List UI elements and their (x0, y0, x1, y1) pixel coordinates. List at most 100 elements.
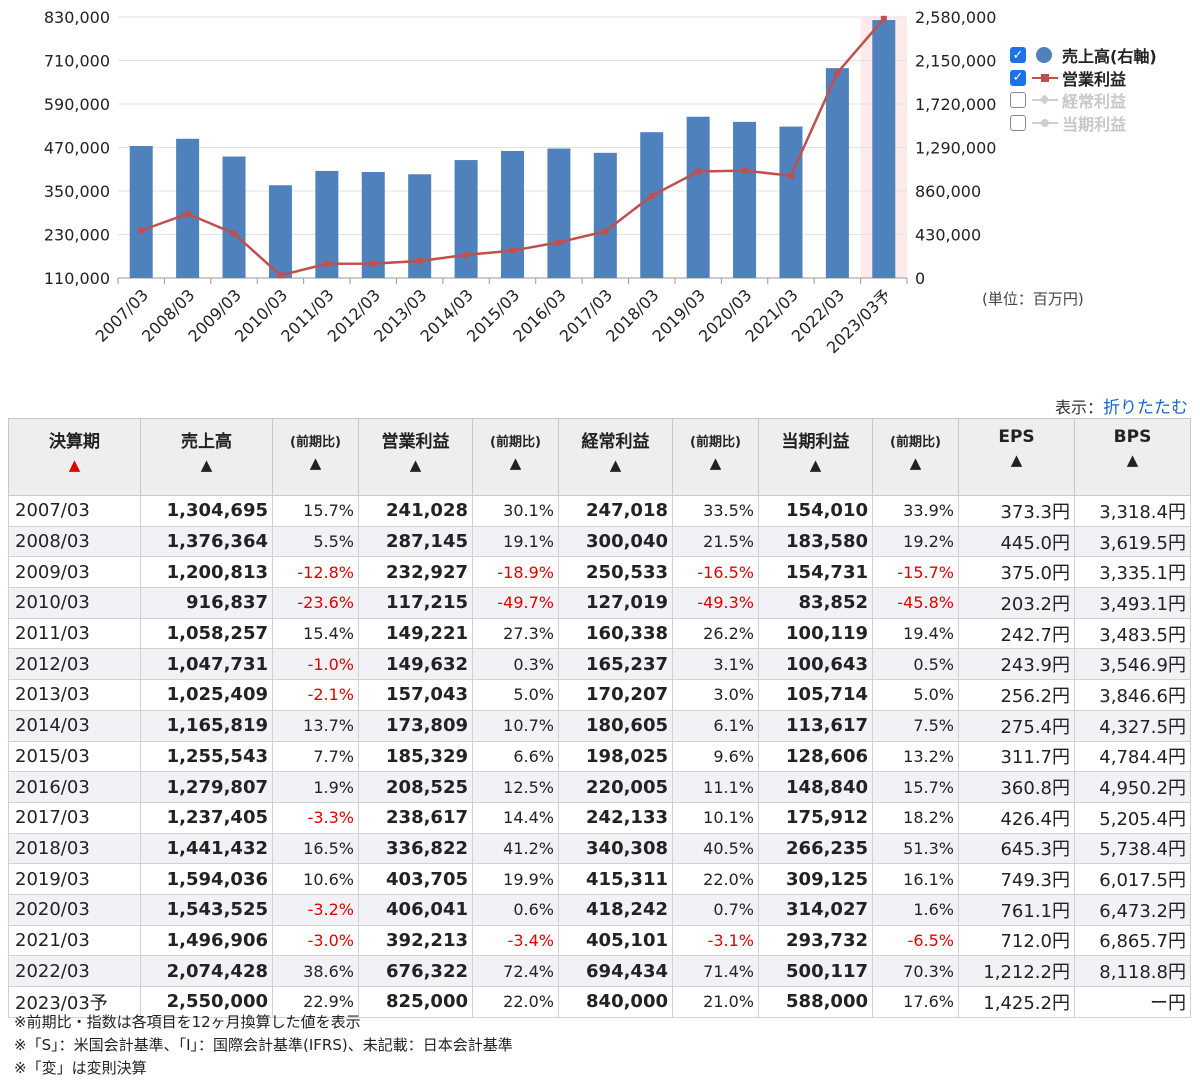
table-cell: 426.4円 (958, 801, 1075, 834)
table-cell: 242,133 (558, 801, 673, 834)
table-cell: -15.7% (872, 556, 959, 589)
operating-profit-point (277, 272, 284, 279)
legend-item-operating-profit[interactable]: ✓ 営業利益 (1010, 67, 1157, 90)
sort-arrow-icon[interactable]: ▲ (809, 456, 822, 474)
table-cell: 1,376,364 (140, 525, 273, 558)
table-cell: 0.7% (672, 893, 759, 926)
sort-arrow-icon[interactable]: ▲ (1010, 451, 1023, 469)
table-cell: 232,927 (358, 556, 473, 589)
legend-checkbox-revenue[interactable]: ✓ (1010, 47, 1026, 64)
table-row: 2015/03 1,255,543 7.7% 185,329 6.6% 198,025 9.… (8, 740, 1191, 773)
table-cell: 4,950.2円 (1074, 771, 1191, 803)
table-cell: 3,546.9円 (1074, 648, 1191, 681)
table-row: 2007/03 1,304,695 15.7% 241,028 30.1% 247,018… (8, 495, 1191, 527)
footnote: ※「S」：米国会計基準、「I」：国際会計基準(IFRS)、未記載：日本会計基準 (14, 1036, 513, 1054)
table-cell: 1,047,731 (140, 648, 273, 681)
column-header-label: 当期利益 (781, 432, 850, 452)
footnote: ※「変」は変則決算 (14, 1059, 147, 1077)
table-cell: -16.5% (672, 556, 759, 589)
column-header[interactable]: 経常利益 ▲ (558, 418, 673, 496)
sort-arrow-icon[interactable]: ▲ (909, 454, 922, 472)
sort-arrow-icon[interactable]: ▲ (68, 456, 81, 474)
left-axis-tick-label: 710,000 (44, 52, 110, 71)
column-header[interactable]: BPS ▲ (1074, 418, 1191, 496)
column-header[interactable]: (前期比) ▲ (272, 418, 359, 496)
table-cell: 5.0% (472, 679, 559, 711)
column-header[interactable]: EPS ▲ (958, 418, 1075, 496)
period-cell: 2021/03 (8, 924, 141, 957)
column-header-label: (前期比) (890, 435, 941, 450)
table-cell: 415,311 (558, 863, 673, 895)
legend-item-revenue[interactable]: ✓ 売上高(右軸) (1010, 44, 1157, 67)
table-cell: 314,027 (758, 893, 873, 926)
table-cell: 16.1% (872, 863, 959, 895)
table-cell: 676,322 (358, 955, 473, 987)
table-cell: 70.3% (872, 955, 959, 987)
column-header[interactable]: (前期比) ▲ (672, 418, 759, 496)
revenue-bar (361, 172, 385, 278)
sort-arrow-icon[interactable]: ▲ (200, 456, 213, 474)
table-cell: 220,005 (558, 771, 673, 803)
table-cell: 100,643 (758, 648, 873, 681)
legend-checkbox-net-profit[interactable]: ✓ (1010, 114, 1026, 131)
legend-checkbox-ordinary-profit[interactable]: ✓ (1010, 92, 1026, 109)
table-row: 2008/03 1,376,364 5.5% 287,145 19.1% 300,040 2… (8, 525, 1191, 558)
legend-checkbox-operating-profit[interactable]: ✓ (1010, 69, 1026, 86)
table-cell: 5,205.4円 (1074, 801, 1191, 834)
table-cell: 445.0円 (958, 525, 1075, 558)
table-cell: 6.6% (472, 740, 559, 773)
sort-arrow-icon[interactable]: ▲ (509, 454, 522, 472)
table-cell: 405,101 (558, 924, 673, 957)
revenue-bar (640, 132, 664, 278)
column-header[interactable]: 決算期 ▲ (8, 418, 141, 496)
sort-arrow-icon[interactable]: ▲ (709, 454, 722, 472)
table-cell: 275.4円 (958, 709, 1075, 742)
table-cell: 170,207 (558, 679, 673, 711)
sort-arrow-icon[interactable]: ▲ (409, 456, 422, 474)
table-cell: 17.6% (872, 986, 959, 1018)
table-row: 2009/03 1,200,813 -12.8% 232,927 -18.9% 250,5… (8, 556, 1191, 589)
column-header[interactable]: 売上高 ▲ (140, 418, 273, 496)
table-cell: 1,255,543 (140, 740, 273, 773)
table-cell: -23.6% (272, 587, 359, 619)
column-header[interactable]: 営業利益 ▲ (358, 418, 473, 496)
collapse-link[interactable]: 折りたたむ (1103, 398, 1188, 418)
table-row: 2011/03 1,058,257 15.4% 149,221 27.3% 160,338… (8, 617, 1191, 650)
chart-legend: ✓ 売上高(右軸) ✓ 営業利益 ✓ 経常利益 ✓ 当期利益 (1010, 44, 1157, 134)
table-cell: 1,200,813 (140, 556, 273, 589)
left-axis-tick-label: 590,000 (44, 95, 110, 114)
sort-arrow-icon[interactable]: ▲ (309, 454, 322, 472)
column-header[interactable]: (前期比) ▲ (872, 418, 959, 496)
column-header-label: (前期比) (290, 435, 341, 450)
legend-label-net-profit: 当期利益 (1062, 114, 1127, 134)
table-cell: 71.4% (672, 955, 759, 987)
legend-item-ordinary-profit[interactable]: ✓ 経常利益 (1010, 89, 1157, 112)
table-cell: 0.3% (472, 648, 559, 681)
sort-arrow-icon[interactable]: ▲ (1126, 451, 1139, 469)
column-header[interactable]: (前期比) ▲ (472, 418, 559, 496)
column-header[interactable]: 当期利益 ▲ (758, 418, 873, 496)
table-cell: 180,605 (558, 709, 673, 742)
operating-profit-point (370, 260, 377, 267)
revenue-bar (501, 150, 524, 278)
table-cell: 1,543,525 (140, 893, 273, 926)
column-header-label: 営業利益 (381, 432, 450, 452)
table-row: 2017/03 1,237,405 -3.3% 238,617 14.4% 242,133… (8, 801, 1191, 834)
table-cell: -3.3% (272, 801, 359, 834)
sort-arrow-icon[interactable]: ▲ (609, 456, 622, 474)
period-cell: 2019/03 (8, 863, 141, 895)
left-axis-tick-label: 230,000 (44, 226, 110, 245)
legend-item-net-profit[interactable]: ✓ 当期利益 (1010, 112, 1157, 135)
table-cell: 38.6% (272, 955, 359, 987)
table-cell: 3,846.6円 (1074, 679, 1191, 711)
revenue-bar (176, 138, 200, 278)
table-row: 2016/03 1,279,807 1.9% 208,525 12.5% 220,005 1… (8, 771, 1191, 803)
period-cell: 2009/03 (8, 556, 141, 589)
revenue-bar (268, 185, 292, 278)
operating-profit-point (231, 230, 238, 237)
column-header-label: BPS (1113, 427, 1152, 447)
revenue-bar (408, 174, 432, 278)
table-cell: 360.8円 (958, 771, 1075, 803)
table-cell: 2,550,000 (140, 986, 273, 1018)
table-cell: 10.7% (472, 709, 559, 742)
